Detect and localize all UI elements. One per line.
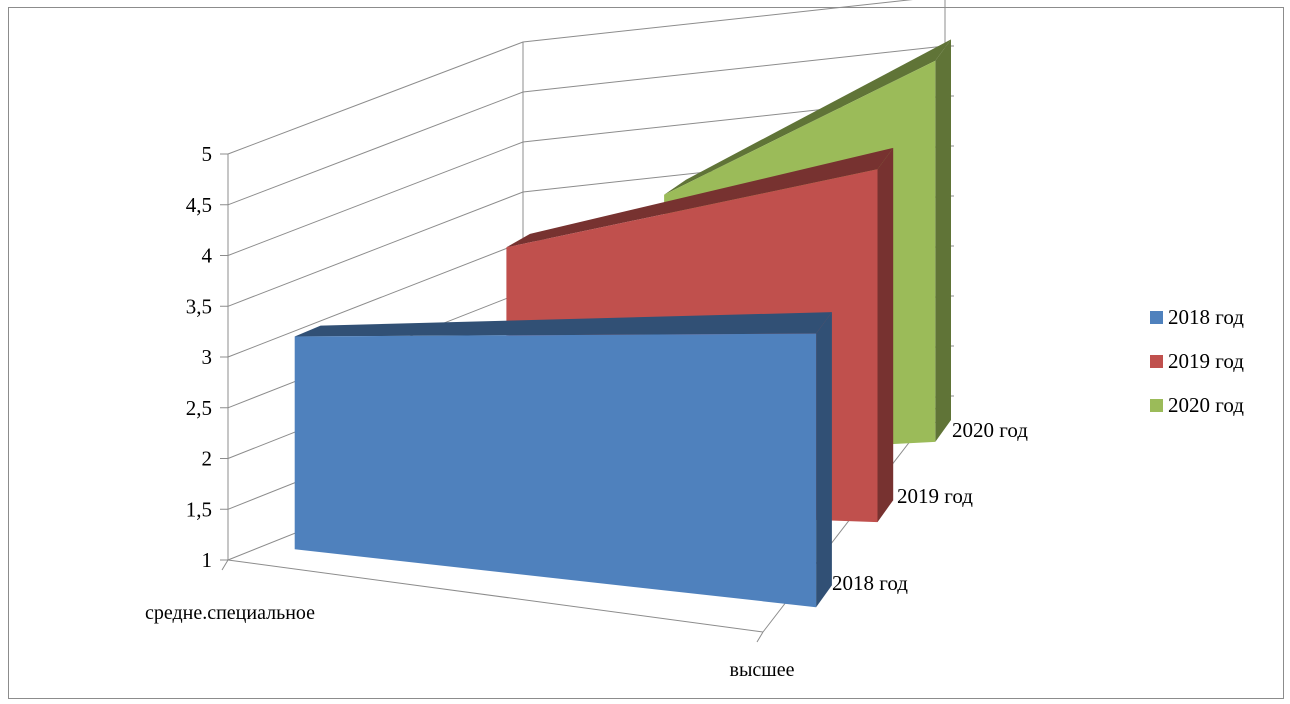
area-side-face bbox=[935, 39, 951, 442]
x-category-label: высшее bbox=[730, 659, 795, 681]
x-tick-mark bbox=[756, 631, 764, 643]
legend-swatch bbox=[1150, 355, 1163, 368]
area-top-face bbox=[664, 39, 951, 195]
y-tick-label: 1,5 bbox=[186, 497, 212, 521]
y-tick-label: 3 bbox=[202, 345, 213, 369]
gridline bbox=[227, 95, 946, 256]
legend-label: 2020 год bbox=[1168, 393, 1244, 417]
area-front-face bbox=[294, 333, 817, 608]
y-tick-label: 3,5 bbox=[186, 294, 212, 318]
area-series-2018-год bbox=[294, 312, 832, 608]
y-tick-label: 2 bbox=[202, 447, 213, 471]
legend-label: 2018 год bbox=[1168, 305, 1244, 329]
area-side-face bbox=[816, 312, 832, 608]
x-category-label: средне.специальное bbox=[145, 602, 315, 624]
x-tick-mark bbox=[221, 559, 229, 571]
area-top-face bbox=[294, 312, 832, 337]
y-tick-label: 5 bbox=[202, 142, 213, 166]
y-tick-label: 1 bbox=[202, 548, 213, 572]
y-tick-label: 2,5 bbox=[186, 396, 212, 420]
series-axis-label: 2020 год bbox=[952, 418, 1028, 442]
x-axis-line bbox=[227, 559, 764, 633]
gridline bbox=[227, 45, 946, 206]
series-axis-label: 2018 год bbox=[832, 571, 908, 595]
series-axis-label: 2019 год bbox=[897, 484, 973, 508]
area-side-face bbox=[877, 147, 894, 523]
area-top-face bbox=[506, 147, 894, 248]
legend-swatch bbox=[1150, 399, 1163, 412]
legend-label: 2019 год bbox=[1168, 349, 1244, 373]
y-tick-label: 4 bbox=[202, 244, 213, 268]
gridline bbox=[227, 0, 913, 155]
legend-swatch bbox=[1150, 311, 1163, 324]
y-tick-label: 4,5 bbox=[186, 193, 212, 217]
